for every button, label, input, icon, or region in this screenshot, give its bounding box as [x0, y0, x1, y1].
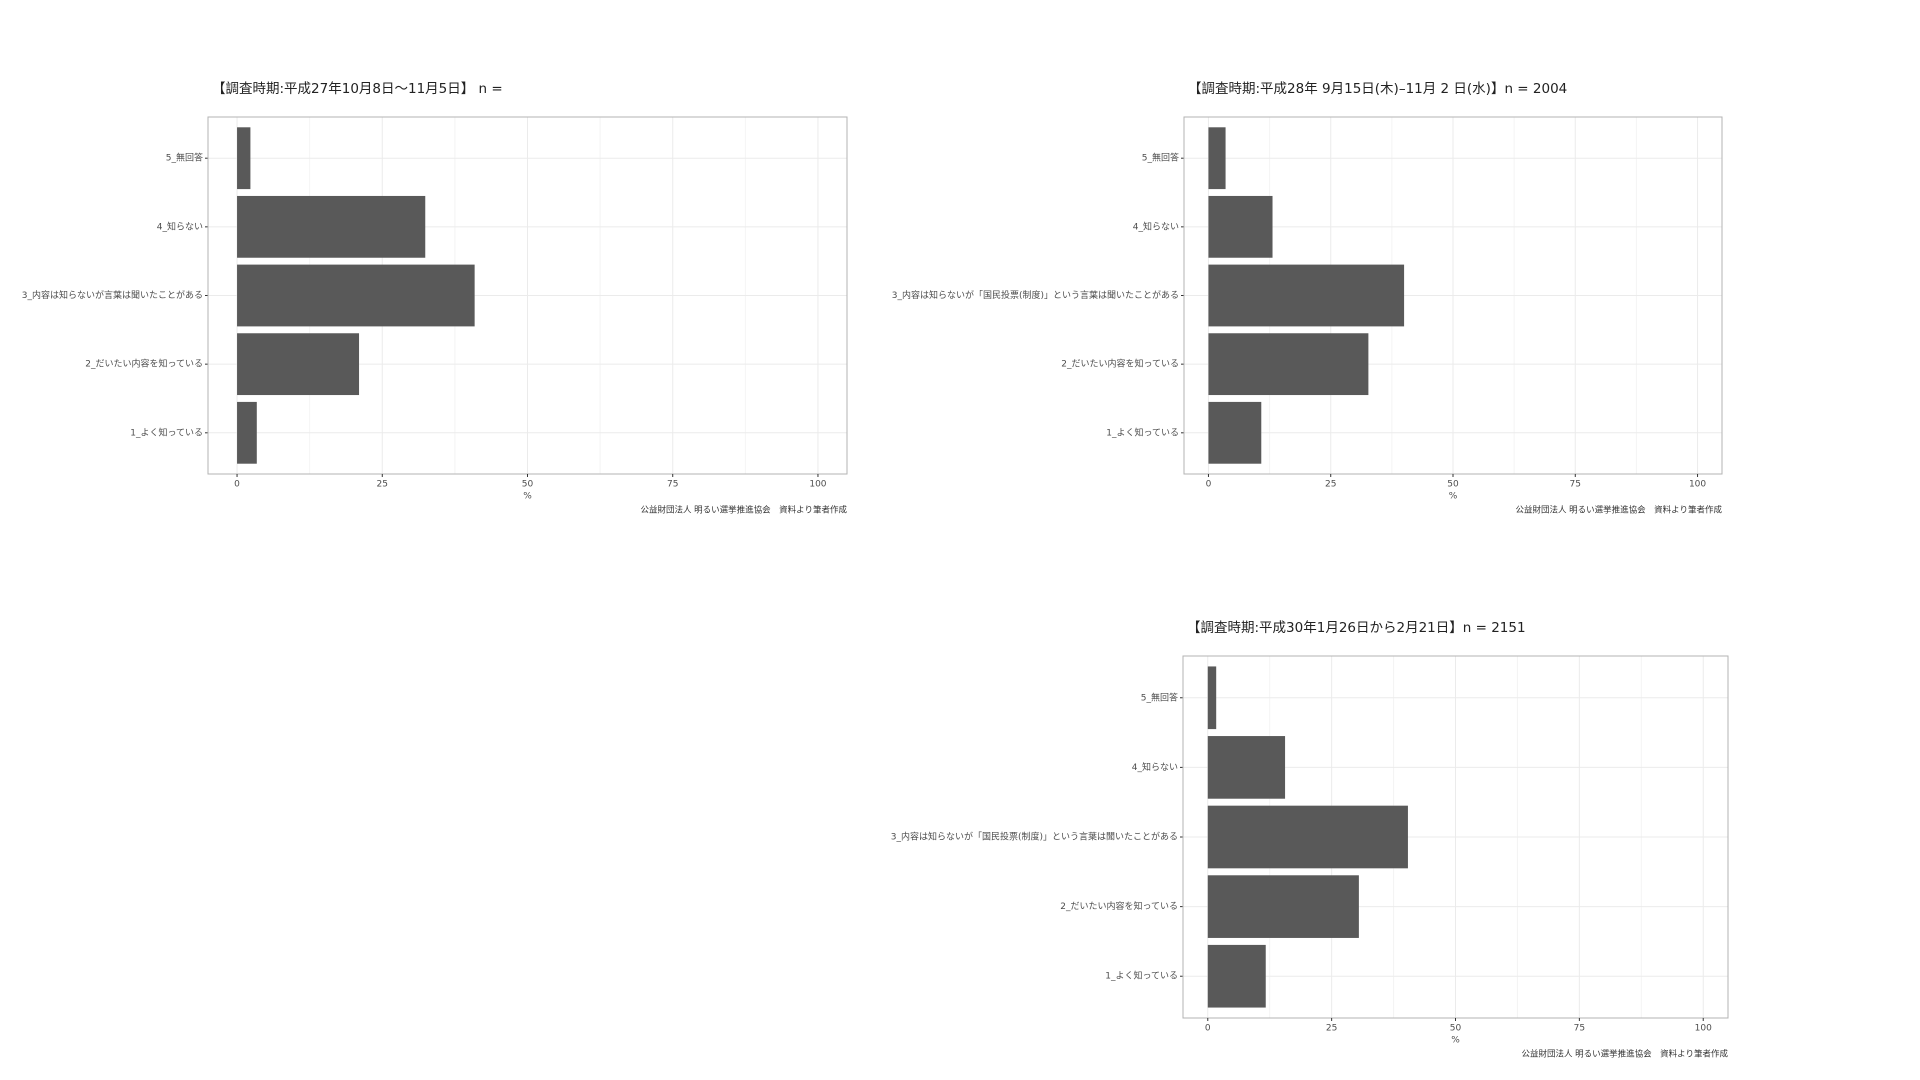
bar — [1207, 666, 1217, 730]
x-tick-label: 75 — [1574, 1024, 1585, 1034]
bar — [1208, 333, 1369, 396]
x-tick-label: 50 — [1447, 480, 1459, 490]
y-tick-label: 4_知らない — [1132, 761, 1178, 773]
caption: 公益財団法人 明るい選挙推進協会 資料より筆者作成 — [1515, 505, 1722, 516]
x-tick-label: 25 — [1326, 1024, 1337, 1034]
bar — [1208, 264, 1405, 327]
y-tick-label: 3_内容は知らないが言葉は聞いたことがある — [22, 289, 203, 301]
bar — [237, 195, 426, 258]
caption: 公益財団法人 明るい選挙推進協会 資料より筆者作成 — [1521, 1049, 1728, 1060]
x-tick-label: 0 — [234, 480, 240, 490]
y-tick-label: 2_だいたい内容を知っている — [1060, 900, 1178, 912]
x-tick-label: 100 — [1695, 1024, 1712, 1034]
bar — [1208, 127, 1226, 190]
bar — [1207, 875, 1359, 938]
x-tick-label: 75 — [667, 480, 678, 490]
y-tick-label: 3_内容は知らないが「国民投票(制度)」という言葉は聞いたことがある — [891, 831, 1178, 843]
y-tick-label: 2_だいたい内容を知っている — [85, 358, 203, 370]
y-tick-label: 3_内容は知らないが「国民投票(制度)」という言葉は聞いたことがある — [892, 289, 1179, 301]
y-tick-label: 5_無回答 — [1141, 691, 1178, 703]
bar — [237, 333, 360, 396]
x-tick-label: 25 — [1325, 480, 1336, 490]
bar — [1208, 401, 1262, 464]
bar — [1207, 944, 1266, 1008]
y-tick-label: 1_よく知っている — [130, 426, 203, 438]
bar — [237, 264, 475, 327]
chart-title: 【調査時期:平成27年10月8日〜11月5日】 n = — [212, 81, 503, 97]
bar — [1207, 736, 1286, 799]
chart-title: 【調査時期:平成28年 9月15日(木)–11月 2 日(水)】n = 2004 — [1188, 81, 1567, 97]
bar — [237, 127, 251, 190]
chart-title: 【調査時期:平成30年1月26日から2月21日】n = 2151 — [1187, 620, 1526, 636]
x-axis-label: % — [1449, 492, 1458, 502]
y-tick-label: 4_知らない — [1133, 220, 1179, 232]
x-axis-label: % — [523, 492, 532, 502]
bar — [1208, 195, 1273, 258]
y-tick-label: 5_無回答 — [166, 152, 203, 164]
x-tick-label: 0 — [1206, 480, 1212, 490]
x-tick-label: 50 — [522, 480, 534, 490]
y-tick-label: 2_だいたい内容を知っている — [1061, 358, 1179, 370]
bar — [1207, 805, 1408, 869]
x-tick-label: 100 — [1689, 480, 1706, 490]
y-tick-label: 1_よく知っている — [1106, 426, 1179, 438]
x-tick-label: 75 — [1570, 480, 1581, 490]
y-tick-label: 4_知らない — [157, 220, 203, 232]
x-tick-label: 25 — [377, 480, 388, 490]
y-tick-label: 1_よく知っている — [1105, 970, 1178, 982]
x-axis-label: % — [1451, 1036, 1460, 1046]
y-tick-label: 5_無回答 — [1142, 152, 1179, 164]
caption: 公益財団法人 明るい選挙推進協会 資料より筆者作成 — [640, 505, 847, 516]
x-tick-label: 50 — [1450, 1024, 1462, 1034]
x-tick-label: 0 — [1205, 1024, 1211, 1034]
bar — [237, 401, 257, 464]
x-tick-label: 100 — [809, 480, 826, 490]
